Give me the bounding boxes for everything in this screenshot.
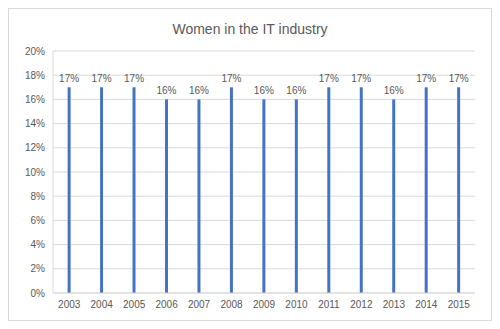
svg-text:2003: 2003 [58,299,81,310]
svg-text:17%: 17% [124,73,144,84]
svg-text:4%: 4% [31,239,46,250]
svg-text:2010: 2010 [285,299,308,310]
html-text:Women in the IT industry: Women in the IT industry [172,21,328,37]
svg-text:17%: 17% [221,73,241,84]
svg-text:2007: 2007 [188,299,211,310]
svg-text:17%: 17% [449,73,469,84]
svg-text:2013: 2013 [383,299,406,310]
svg-text:16%: 16% [254,85,274,96]
svg-text:2006: 2006 [155,299,178,310]
svg-text:2012: 2012 [350,299,373,310]
svg-text:10%: 10% [25,167,45,178]
svg-text:16%: 16% [384,85,404,96]
svg-text:12%: 12% [25,142,45,153]
svg-text:2%: 2% [31,263,46,274]
svg-text:16%: 16% [189,85,209,96]
svg-text:14%: 14% [25,118,45,129]
svg-text:2009: 2009 [253,299,276,310]
svg-text:16%: 16% [25,94,45,105]
svg-text:17%: 17% [319,73,339,84]
svg-text:16%: 16% [156,85,176,96]
svg-text:2005: 2005 [123,299,146,310]
svg-text:17%: 17% [92,73,112,84]
svg-text:16%: 16% [286,85,306,96]
svg-text:0%: 0% [31,288,46,299]
svg-text:2014: 2014 [415,299,438,310]
svg-text:2011: 2011 [318,299,340,310]
svg-text:2008: 2008 [220,299,243,310]
svg-text:2004: 2004 [91,299,114,310]
svg-text:17%: 17% [351,73,371,84]
svg-text:8%: 8% [31,191,46,202]
svg-text:2015: 2015 [448,299,471,310]
svg-text:17%: 17% [416,73,436,84]
svg-text:20%: 20% [25,46,45,57]
svg-text:6%: 6% [31,215,46,226]
svg-text:18%: 18% [25,70,45,81]
svg-text:17%: 17% [59,73,79,84]
